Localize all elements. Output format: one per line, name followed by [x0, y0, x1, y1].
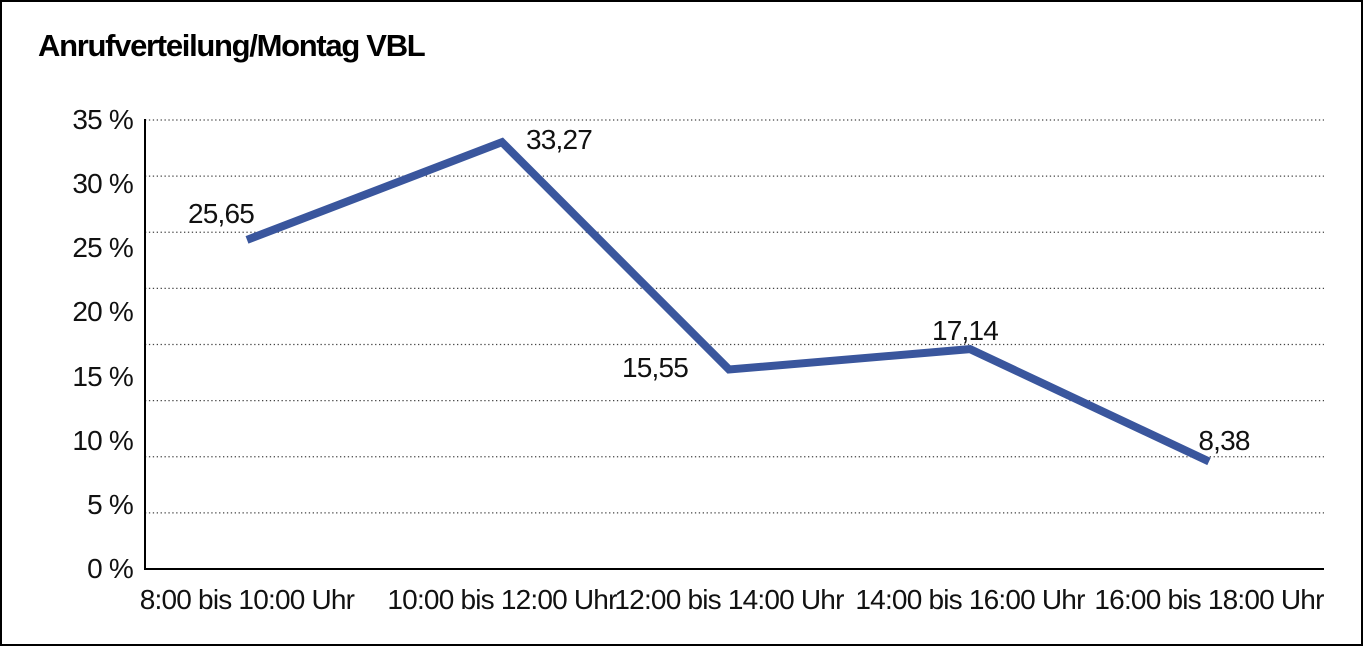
data-point-label: 8,38 — [1198, 425, 1250, 456]
x-axis-category-label: 16:00 bis 18:00 Uhr — [1094, 584, 1324, 615]
chart-title: Anrufverteilung/Montag VBL — [38, 28, 426, 63]
y-axis-tick-label: 20 % — [72, 296, 133, 327]
data-series-line — [245, 137, 1211, 466]
data-point-label: 25,65 — [187, 198, 255, 229]
data-point-label: 17,14 — [931, 315, 999, 346]
x-axis-category-label: 8:00 bis 10:00 Uhr — [139, 584, 355, 615]
x-axis-category-label: 10:00 bis 12:00 Uhr — [387, 584, 617, 615]
y-axis-tick-label: 30 % — [72, 168, 133, 199]
y-axis-tick-label: 25 % — [72, 232, 133, 263]
y-axis-tick-label: 35 % — [72, 104, 133, 135]
data-point-label: 15,55 — [621, 352, 689, 383]
data-point-label: 33,27 — [525, 124, 593, 155]
y-axis-tick-label: 5 % — [87, 489, 134, 520]
y-axis-tick-label: 15 % — [72, 361, 133, 392]
y-axis-tick-label: 0 % — [87, 553, 134, 584]
y-axis-tick-label: 10 % — [72, 425, 133, 456]
x-axis-category-label: 12:00 bis 14:00 Uhr — [614, 584, 844, 615]
x-axis-category-label: 14:00 bis 16:00 Uhr — [855, 584, 1085, 615]
